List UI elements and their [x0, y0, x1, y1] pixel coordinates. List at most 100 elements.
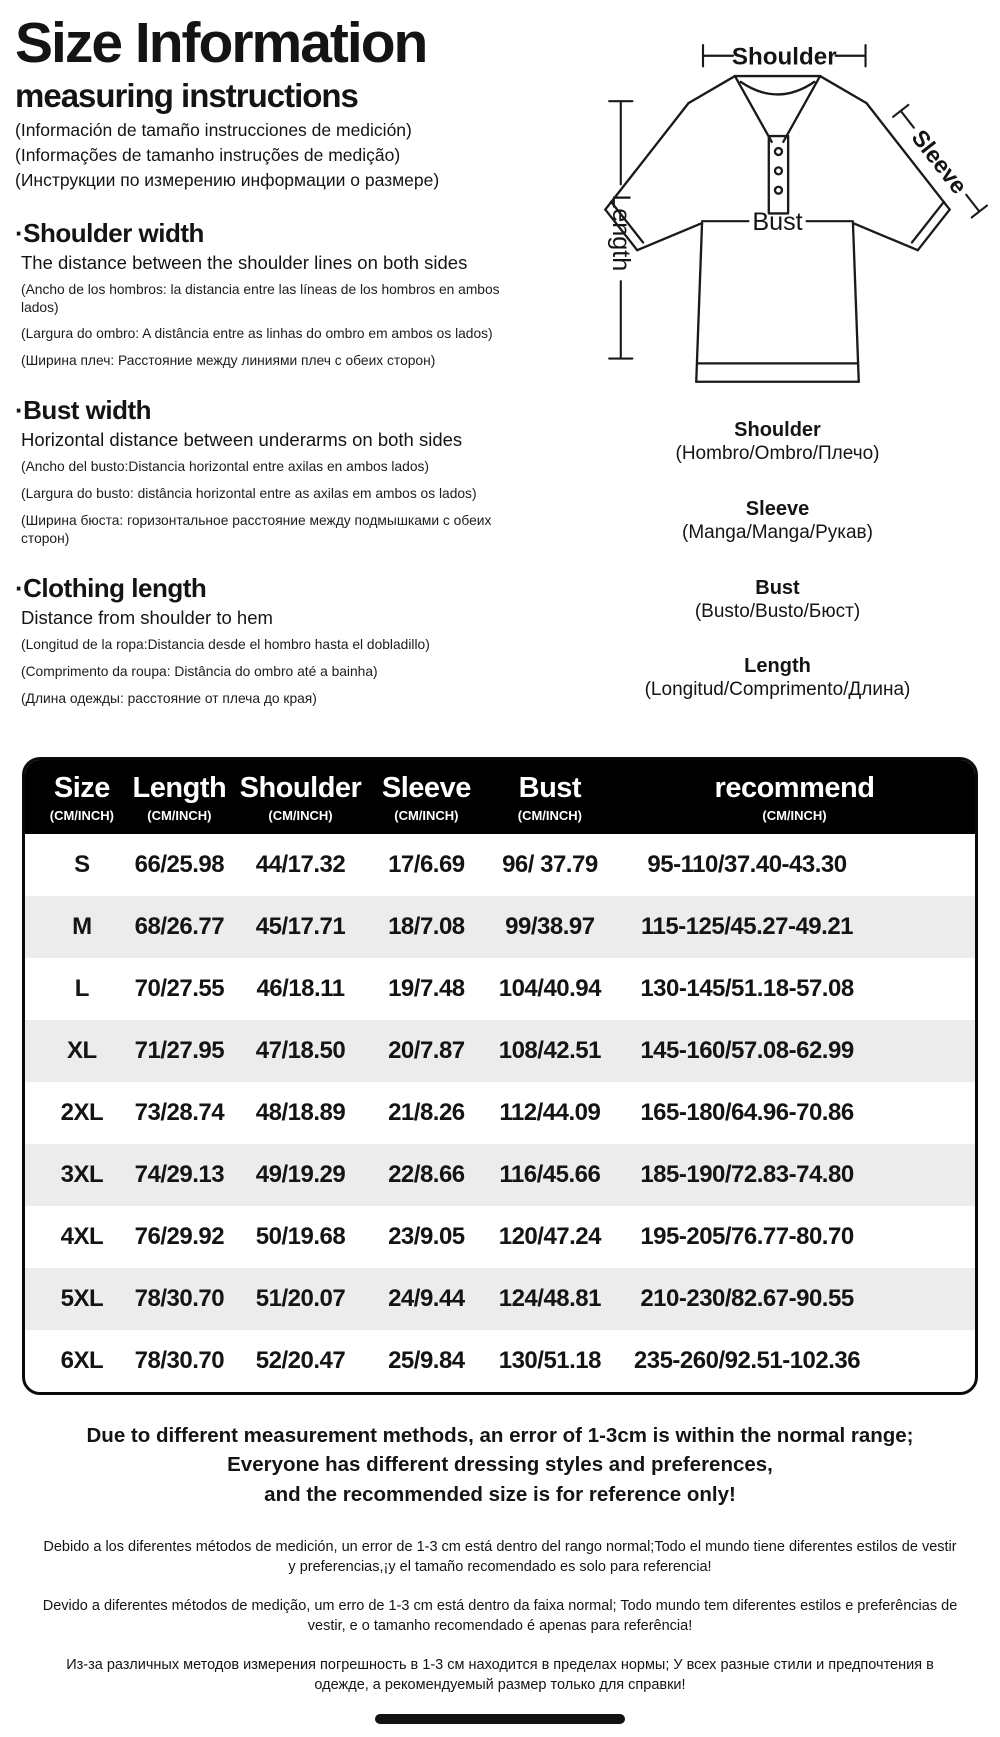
section-description: The distance between the shoulder lines …: [21, 251, 468, 273]
measurement-legend: Shoulder (Hombro/Ombro/Плечо) Sleeve (Ma…: [555, 418, 1000, 702]
section-translation-ru: (Ширина плеч: Расстояние между линиями п…: [21, 353, 436, 369]
size-table-body: S 66/25.98 44/17.32 17/6.69 96/ 37.79 95…: [25, 834, 975, 1392]
cell-recommend: 145-160/57.08-62.99: [640, 1036, 854, 1064]
legend-translation: (Longitud/Comprimento/Длина): [644, 679, 911, 701]
cell-recommend: 185-190/72.83-74.80: [640, 1160, 854, 1188]
header-unit: (CM/INCH): [762, 807, 827, 823]
footer-note-pt: Devido a diferentes métodos de medição, …: [42, 1597, 958, 1634]
cell-recommend: 210-230/82.67-90.55: [640, 1284, 854, 1312]
cell-size: S: [74, 850, 90, 878]
header-label: Bust: [518, 772, 582, 804]
cell-recommend: 115-125/45.27-49.21: [640, 912, 854, 940]
header-unit: (CM/INCH): [394, 807, 459, 823]
cell-sleeve: 18/7.08: [388, 912, 465, 940]
shirt-outline: [604, 74, 951, 383]
cell-sleeve: 23/9.05: [388, 1222, 465, 1250]
cell-sleeve: 22/8.66: [388, 1160, 465, 1188]
cell-bust: 116/45.66: [499, 1160, 601, 1188]
polo-shirt-diagram: Shoulder Length: [604, 43, 989, 383]
legend-translation: (Hombro/Ombro/Плечо): [675, 443, 880, 464]
column-header-length: Length (CM/INCH): [125, 772, 234, 823]
cell-size: M: [72, 912, 92, 940]
section-translation-pt: (Largura do busto: distância horizontal …: [21, 486, 477, 502]
section-translation-es: (Longitud de la ropa:Distancia desde el …: [21, 636, 430, 652]
cell-shoulder: 45/17.71: [255, 912, 346, 940]
legend-term: Sleeve: [745, 497, 810, 520]
cell-shoulder: 44/17.32: [255, 850, 346, 878]
section-bust-width: ·Bust width Horizontal distance between …: [15, 395, 555, 548]
footer-emphasis: Due to different measurement methods, an…: [0, 1421, 1000, 1509]
page-subtitle: measuring instructions: [15, 76, 359, 114]
table-row-3xl: 3XL 74/29.13 49/19.29 22/8.66 116/45.66 …: [25, 1143, 975, 1206]
top-area: Size Information measuring instructions …: [0, 12, 1000, 733]
cell-size: 6XL: [60, 1346, 104, 1374]
section-clothing-length: ·Clothing length Distance from shoulder …: [15, 572, 555, 708]
diagram-wrap: Shoulder Length: [555, 18, 1000, 410]
footer-note-es: Debido a los diferentes métodos de medic…: [43, 1538, 957, 1575]
section-translation-pt: (Comprimento da roupa: Distância do ombr…: [21, 663, 378, 679]
cell-recommend: 130-145/51.18-57.08: [640, 974, 854, 1002]
cell-shoulder: 47/18.50: [255, 1036, 346, 1064]
title-translation-es: (Información de tamaño instrucciones de …: [15, 120, 412, 141]
section-translation-es: (Ancho de los hombros: la distancia entr…: [21, 281, 500, 315]
cell-bust: 120/47.24: [498, 1222, 602, 1250]
footer-notes: Debido a los diferentes métodos de medic…: [0, 1537, 1000, 1695]
cell-length: 76/29.92: [134, 1222, 225, 1250]
instructions-column: Size Information measuring instructions …: [15, 12, 555, 733]
cell-length: 78/30.70: [134, 1346, 225, 1374]
section-translation-es: (Ancho del busto:Distancia horizontal en…: [21, 459, 429, 475]
sleeve-measure-label: Sleeve: [907, 125, 973, 199]
cell-shoulder: 52/20.47: [255, 1346, 346, 1374]
cell-size: XL: [67, 1036, 97, 1064]
cell-bust: 112/44.09: [499, 1098, 601, 1126]
section-description: Horizontal distance between underarms on…: [21, 429, 463, 451]
table-row-4xl: 4XL 76/29.92 50/19.68 23/9.05 120/47.24 …: [25, 1206, 975, 1268]
legend-translation: (Busto/Busto/Бюст): [694, 600, 861, 622]
shoulder-measure-label: Shoulder: [732, 43, 837, 70]
cell-recommend: 95-110/37.40-43.30: [647, 850, 847, 878]
cell-size: 3XL: [60, 1160, 104, 1188]
header-label: Size: [53, 772, 111, 804]
diagram-column: Shoulder Length: [555, 12, 1000, 733]
length-measure: Length: [607, 100, 635, 360]
section-shoulder-width: ·Shoulder width The distance between the…: [15, 218, 555, 371]
legend-item-sleeve: Sleeve (Manga/Manga/Рукав): [555, 497, 1000, 545]
cell-shoulder: 50/19.68: [255, 1222, 346, 1250]
cell-bust: 99/38.97: [505, 912, 595, 940]
column-header-size: Size (CM/INCH): [25, 772, 125, 823]
cell-bust: 124/48.81: [498, 1284, 602, 1312]
header-unit: (CM/INCH): [268, 807, 333, 823]
cell-size: 4XL: [60, 1222, 104, 1250]
column-header-bust: Bust (CM/INCH): [486, 772, 614, 823]
legend-term: Bust: [755, 576, 800, 599]
cell-sleeve: 20/7.87: [388, 1036, 465, 1064]
cell-shoulder: 48/18.89: [255, 1098, 346, 1126]
table-row-xl: XL 71/27.95 47/18.50 20/7.87 108/42.51 1…: [25, 1019, 975, 1082]
table-row-5xl: 5XL 78/30.70 51/20.07 24/9.44 124/48.81 …: [25, 1267, 975, 1330]
table-row-m: M 68/26.77 45/17.71 18/7.08 99/38.97 115…: [25, 895, 975, 958]
cell-length: 70/27.55: [134, 974, 225, 1002]
cell-length: 73/28.74: [134, 1098, 225, 1126]
section-title: ·Bust width: [15, 395, 152, 426]
table-row-6xl: 6XL 78/30.70 52/20.47 25/9.84 130/51.18 …: [25, 1330, 975, 1392]
table-row-2xl: 2XL 73/28.74 48/18.89 21/8.26 112/44.09 …: [25, 1082, 975, 1144]
cell-shoulder: 51/20.07: [255, 1284, 346, 1312]
cell-size: 5XL: [60, 1284, 104, 1312]
cell-bust: 108/42.51: [498, 1036, 602, 1064]
section-title: ·Clothing length: [15, 572, 207, 603]
bust-measure-label: Bust: [752, 208, 802, 236]
legend-item-shoulder: Shoulder (Hombro/Ombro/Плечо): [555, 418, 1000, 466]
cell-bust: 130/51.18: [498, 1346, 602, 1374]
cell-size: 2XL: [60, 1098, 104, 1126]
section-translation-ru: (Ширина бюста: горизонтальное расстояние…: [21, 513, 492, 546]
cell-size: L: [74, 974, 90, 1002]
header-label: Shoulder: [239, 772, 362, 804]
legend-item-bust: Bust (Busto/Busto/Бюст): [555, 576, 1000, 624]
header-label: recommend: [714, 772, 875, 804]
footer-emphasis-line-2: Everyone has different dressing styles a…: [227, 1453, 773, 1477]
title-translation-ru: (Инструкции по измерению информации о ра…: [15, 169, 440, 190]
cell-sleeve: 21/8.26: [388, 1098, 465, 1126]
cell-sleeve: 25/9.84: [388, 1346, 465, 1374]
cell-recommend: 195-205/76.77-80.70: [640, 1222, 854, 1250]
